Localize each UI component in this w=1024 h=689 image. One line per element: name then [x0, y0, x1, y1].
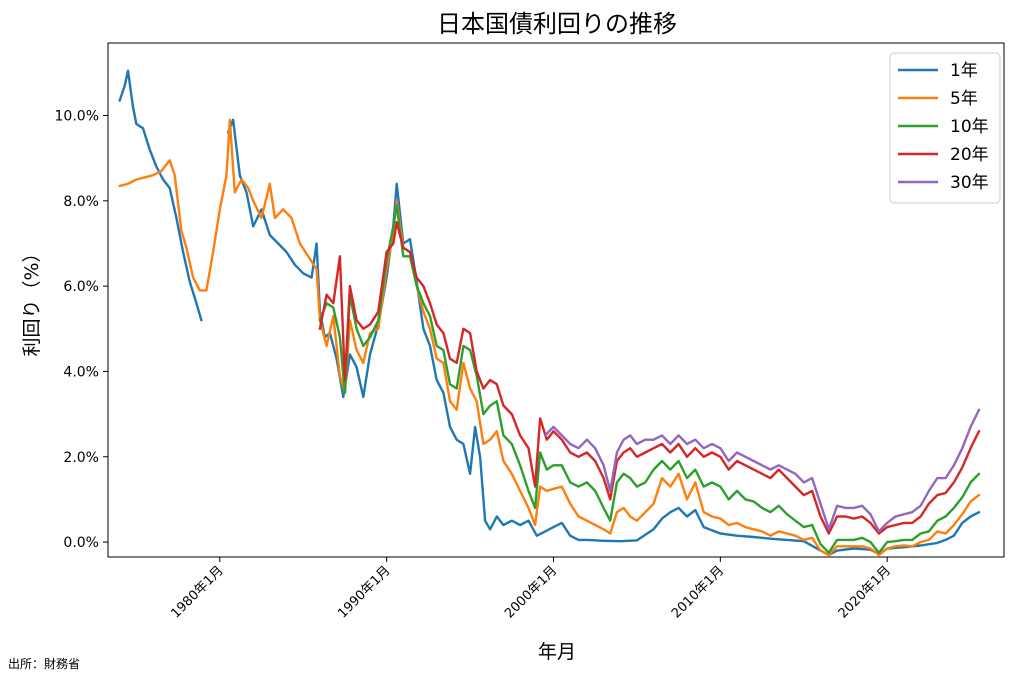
x-axis: 1980年1月 1990年1月 2000年1月 2010年1月 2020年1月	[168, 557, 894, 621]
y-tick-label-2: 2.0%	[63, 450, 99, 466]
series-line-2-segment-1	[118, 118, 981, 557]
y-tick-label-4: 6.0%	[63, 279, 99, 295]
source-note: 出所：財務省	[8, 656, 80, 671]
legend-label-3: 10年	[950, 117, 989, 137]
x-tick-label-4: 2010年1月	[669, 563, 727, 621]
legend-label-1: 1年	[950, 61, 978, 81]
y-tick-label-3: 4.0%	[63, 364, 99, 380]
y-tick-label-1: 0.0%	[63, 535, 99, 551]
x-axis-label: 年月	[538, 641, 576, 663]
plot-frame	[107, 42, 1005, 558]
x-tick-label-5: 2020年1月	[836, 563, 894, 621]
series-line-3-segment-1	[318, 203, 981, 554]
y-tick-label-5: 8.0%	[63, 194, 99, 210]
legend-label-2: 5年	[950, 89, 978, 109]
legend-label-4: 20年	[950, 145, 989, 165]
x-tick-label-3: 2000年1月	[502, 563, 560, 621]
y-tick-label-6: 10.0%	[55, 109, 99, 125]
legend-label-5: 30年	[950, 173, 989, 193]
legend-frame	[889, 52, 1001, 204]
legend: 1年 5年 10年 20年 30年	[889, 52, 1001, 204]
series-line-1-segment-1	[118, 69, 203, 322]
chart-title: 日本国債利回りの推移	[437, 10, 677, 38]
series-line-5-segment-1	[544, 408, 981, 533]
y-axis-label: 利回り（%）	[21, 243, 43, 356]
series-line-4-segment-1	[318, 221, 981, 535]
y-axis: 0.0% 2.0% 4.0% 6.0% 8.0% 10.0%	[55, 109, 108, 551]
x-tick-label-2: 1990年1月	[335, 563, 393, 621]
series-layer	[118, 69, 981, 557]
x-tick-label-1: 1980年1月	[168, 563, 226, 621]
